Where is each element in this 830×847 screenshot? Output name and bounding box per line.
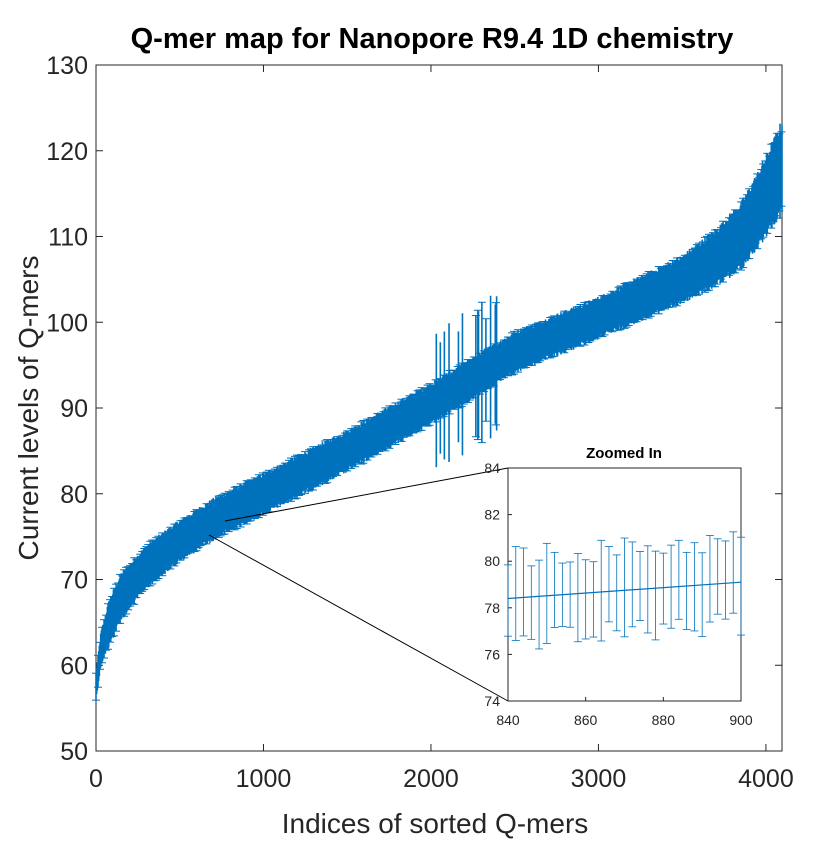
inset-errorbar-series — [504, 531, 745, 650]
y-tick-label: 120 — [46, 138, 88, 166]
y-tick-label: 80 — [60, 481, 88, 509]
inset-x-tick-label: 900 — [729, 712, 753, 728]
main-errorbar-series — [92, 123, 786, 701]
main-axis-ticks: 0 1000 2000 3000 4000 50 60 70 80 90 100 110 120 130 — [46, 52, 793, 793]
chart-title: Q-mer map for Nanopore R9.4 1D chemistry — [131, 23, 734, 55]
x-tick-label: 2000 — [403, 765, 459, 793]
y-tick-label: 60 — [60, 652, 88, 680]
inset-y-tick-label: 76 — [484, 646, 500, 662]
y-tick-label: 70 — [60, 567, 88, 595]
zoom-connector-bottom — [208, 534, 509, 702]
inset-y-tick-label: 78 — [484, 600, 500, 616]
inset-y-tick-label: 84 — [484, 460, 500, 476]
inset-x-tick-label: 840 — [496, 712, 520, 728]
inset-y-tick-label: 80 — [484, 553, 500, 569]
y-tick-label: 90 — [60, 395, 88, 423]
inset-axis-ticks: 840 860 880 900 74 76 78 80 82 84 — [484, 460, 752, 728]
zoom-connector-top — [224, 467, 509, 522]
x-tick-label: 0 — [89, 765, 103, 793]
x-tick-label: 1000 — [236, 765, 292, 793]
y-tick-label: 110 — [48, 224, 88, 252]
x-axis-label: Indices of sorted Q-mers — [282, 808, 589, 839]
inset-y-tick-label: 74 — [484, 693, 500, 709]
inset-x-tick-label: 860 — [574, 712, 598, 728]
x-tick-label: 4000 — [738, 765, 794, 793]
x-tick-label: 3000 — [571, 765, 627, 793]
y-axis-label: Current levels of Q-mers — [13, 256, 44, 561]
y-tick-label: 100 — [46, 309, 88, 337]
inset-x-tick-label: 880 — [652, 712, 676, 728]
y-tick-label: 130 — [46, 52, 88, 80]
inset-y-tick-label: 82 — [484, 507, 500, 523]
y-tick-label: 50 — [60, 738, 88, 766]
inset-title: Zoomed In — [586, 445, 662, 462]
inset-mean-line — [507, 581, 742, 600]
